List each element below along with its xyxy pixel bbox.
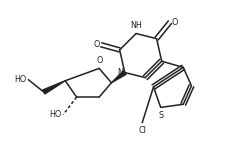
Text: Cl: Cl bbox=[138, 126, 146, 135]
Polygon shape bbox=[111, 71, 126, 83]
Text: S: S bbox=[158, 111, 163, 120]
Text: HO: HO bbox=[15, 75, 27, 84]
Text: HO: HO bbox=[49, 110, 62, 119]
Text: O: O bbox=[93, 40, 100, 49]
Text: NH: NH bbox=[130, 21, 142, 30]
Text: O: O bbox=[172, 18, 178, 27]
Text: O: O bbox=[96, 56, 103, 65]
Polygon shape bbox=[43, 81, 65, 94]
Text: N: N bbox=[117, 68, 123, 77]
